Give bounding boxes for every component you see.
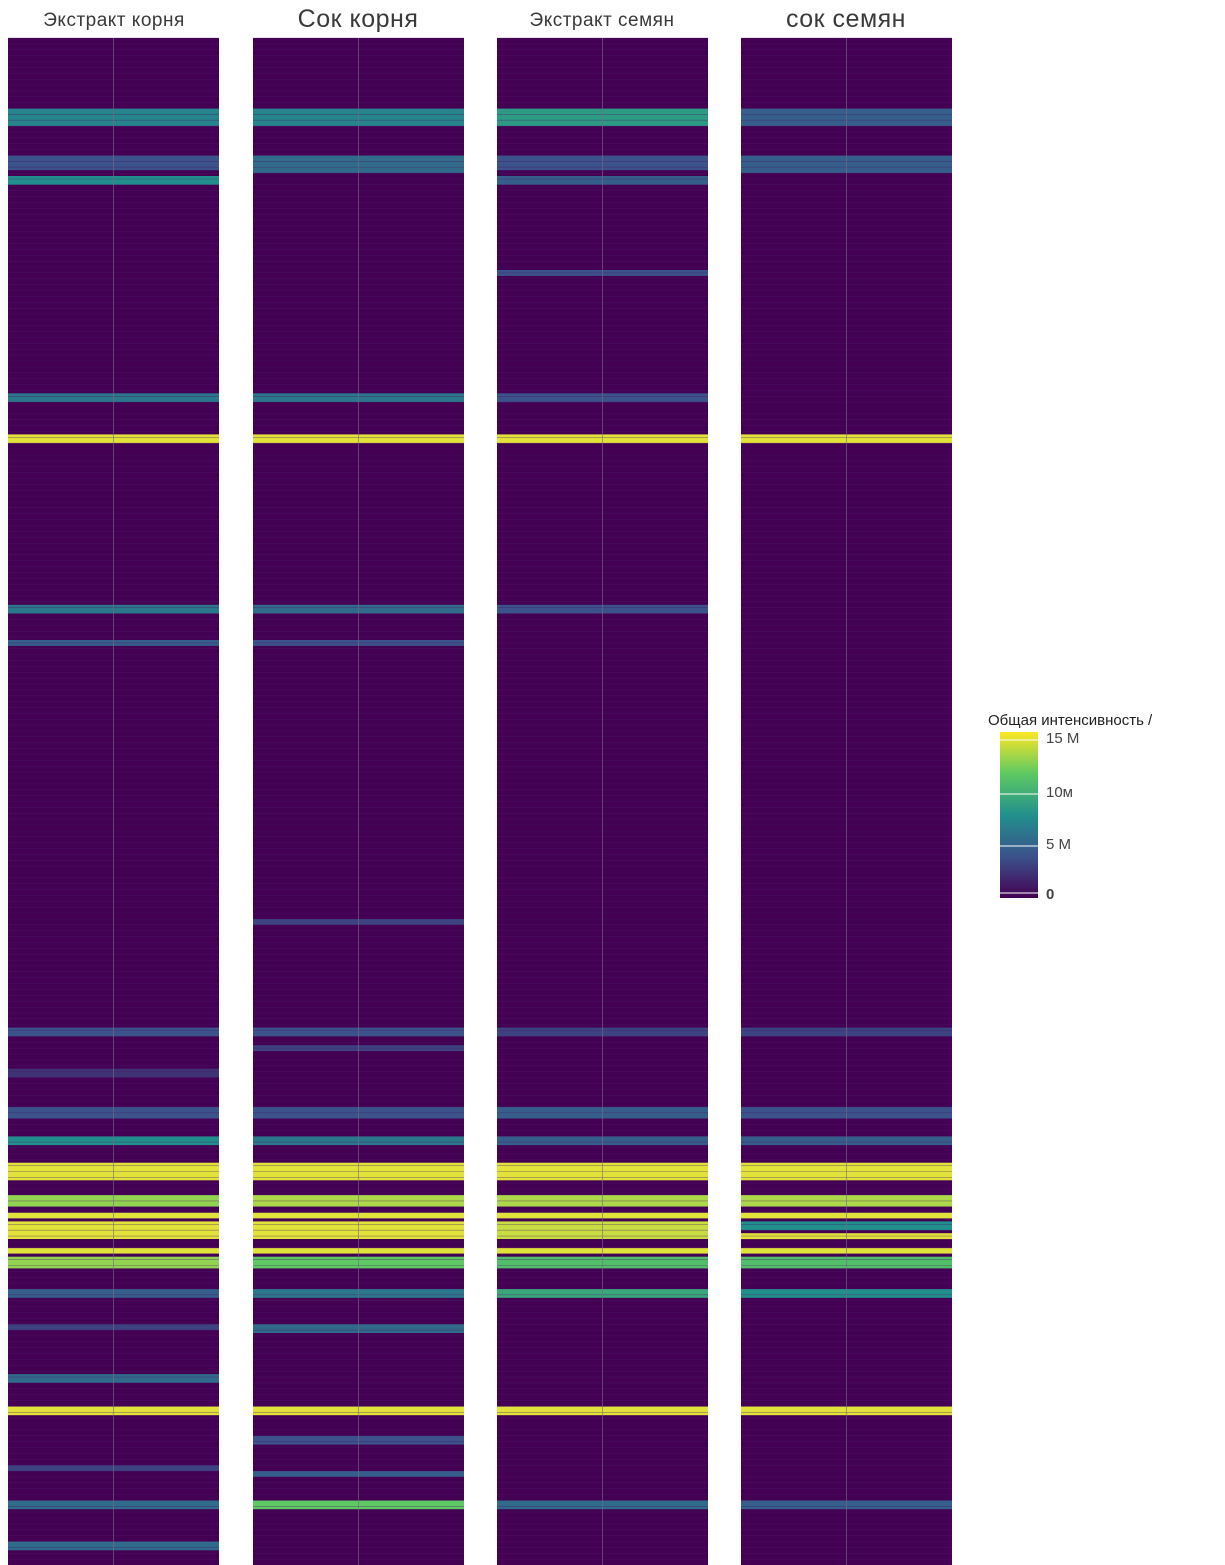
panel-title-root-extract: Экстракт корня (43, 10, 185, 31)
legend-tick-label-5m: 5 M (1046, 836, 1072, 853)
colorbar (1000, 732, 1038, 898)
panel-title-seed-juice: сок семян (785, 5, 906, 33)
legend-tick-label-0: 0 (1046, 886, 1055, 903)
heatmap-panel (8, 37, 219, 1565)
heatmap-panel (741, 37, 952, 1565)
heatmap-panel (497, 37, 708, 1565)
legend-tick-label-10m: 10м (1046, 784, 1073, 801)
legend-tick-label-15m: 15 M (1046, 730, 1080, 747)
panel-title-root-juice: Сок корня (297, 5, 419, 33)
legend-title: Общая интенсивность / (988, 712, 1153, 729)
colorbar-legend (1000, 732, 1038, 898)
heatmap-panel (253, 37, 464, 1565)
panel-title-seed-extract: Экстракт семян (529, 10, 675, 31)
